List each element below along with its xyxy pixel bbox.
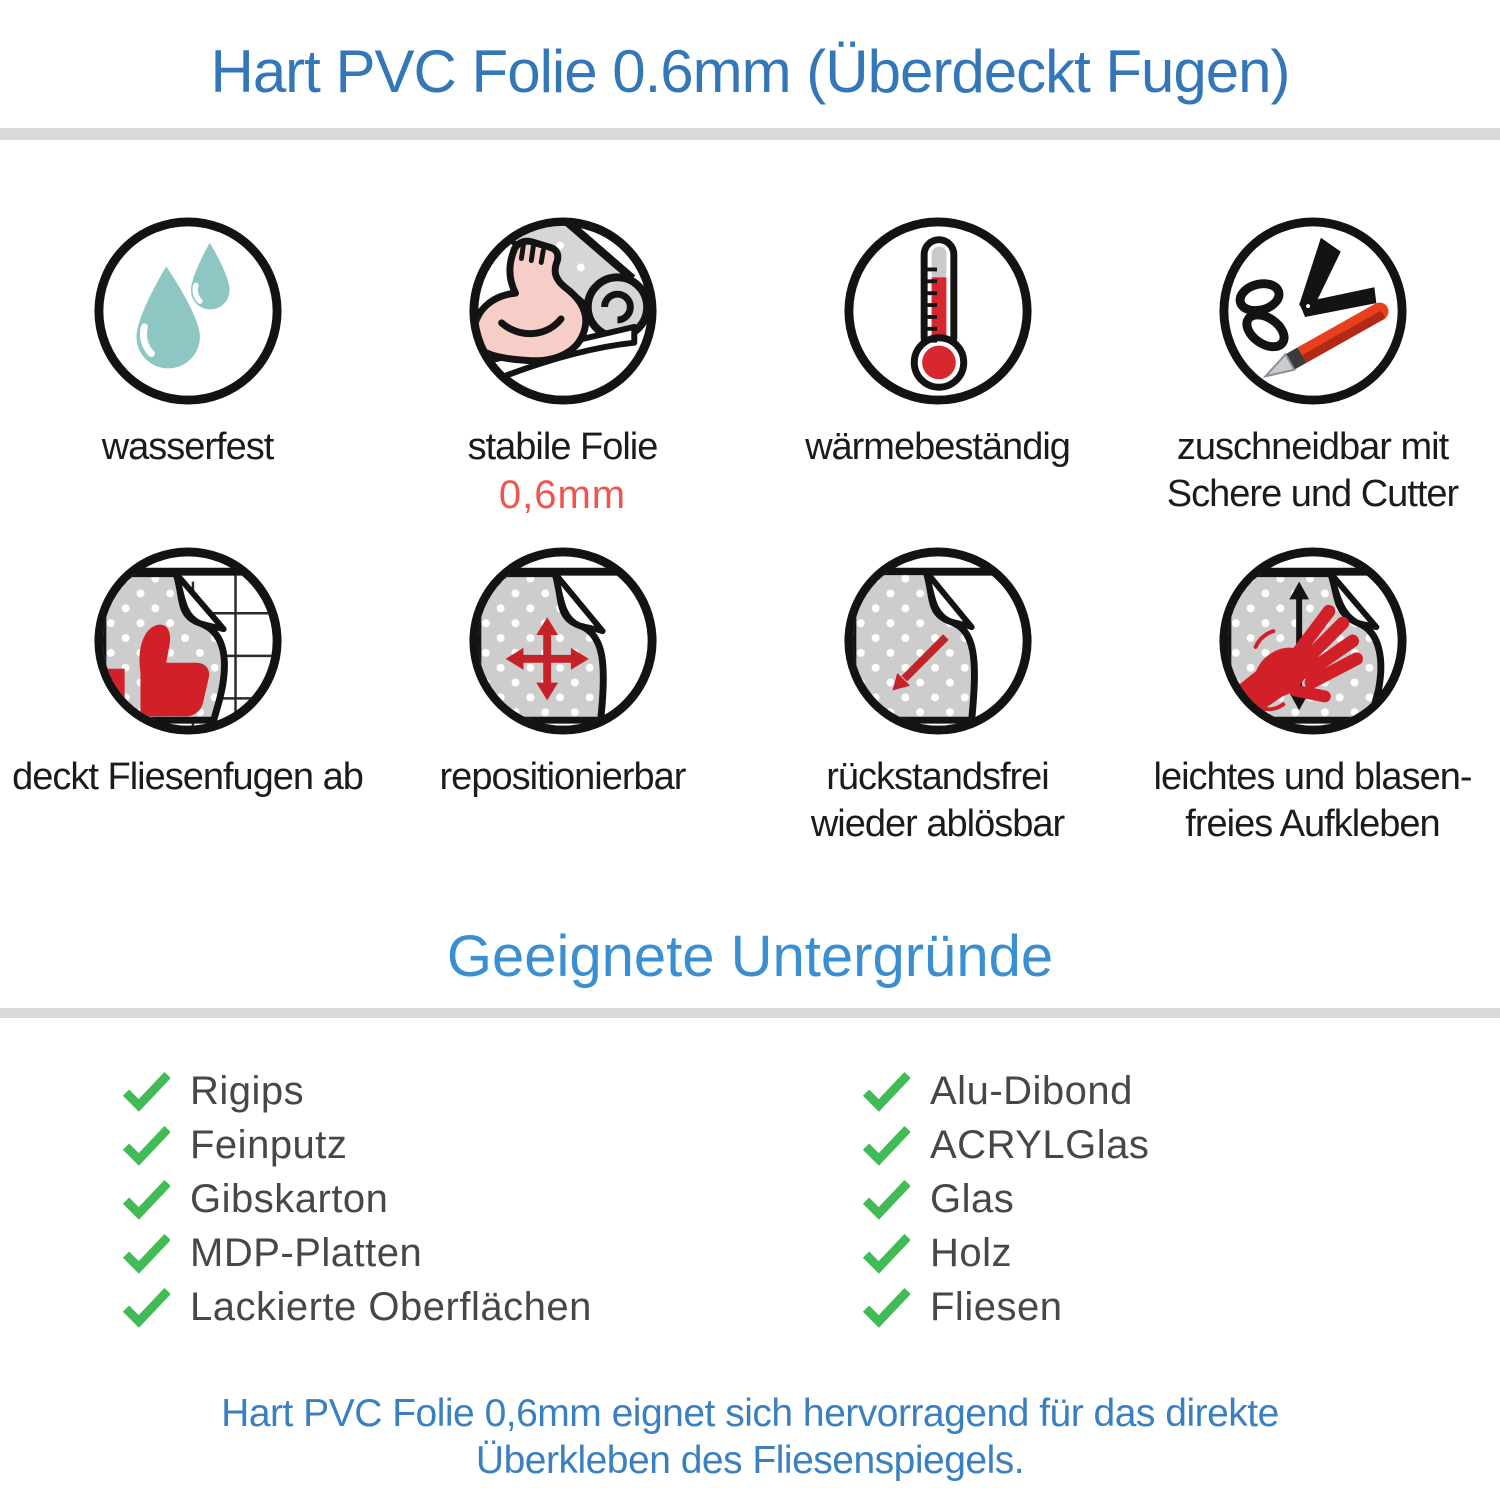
list-item: Rigips bbox=[122, 1064, 592, 1118]
footer-line-1: Hart PVC Folie 0,6mm eignet sich hervorr… bbox=[221, 1392, 1279, 1435]
feature-label: repositionierbar bbox=[439, 756, 687, 798]
feature-stable-foil: stabile Folie 0,6mm bbox=[375, 212, 750, 542]
substrate-label: Rigips bbox=[190, 1068, 305, 1113]
feature-heat-resistant: wärmebeständig bbox=[750, 212, 1125, 542]
thermometer-icon bbox=[843, 217, 1032, 405]
substrate-label: Holz bbox=[930, 1230, 1013, 1275]
feature-covers-tile-joints: deckt Fliesenfugen ab bbox=[0, 542, 375, 872]
checkmark-icon bbox=[122, 1071, 170, 1112]
hand-press-foil-icon bbox=[1218, 547, 1407, 735]
substrate-label: Alu-Dibond bbox=[930, 1068, 1133, 1113]
substrate-label: MDP-Platten bbox=[190, 1230, 423, 1275]
section-title-substrates: Geeignete Untergründe bbox=[446, 924, 1054, 989]
feature-label: wärmebeständig bbox=[805, 426, 1071, 468]
feature-easy-application: leichtes und blasen- freies Aufkleben bbox=[1125, 542, 1500, 872]
checkmark-icon bbox=[862, 1233, 910, 1274]
checkmark-icon bbox=[862, 1287, 910, 1328]
strong-arm-foil-icon bbox=[468, 217, 657, 405]
feature-waterproof: wasserfest bbox=[0, 212, 375, 542]
page-title: Hart PVC Folie 0.6mm (Überdeckt Fugen) bbox=[210, 38, 1290, 105]
feature-label: stabile Folie bbox=[467, 426, 659, 468]
feature-label: deckt Fliesenfugen ab bbox=[12, 756, 364, 798]
feature-residue-free: rückstandsfrei wieder ablösbar bbox=[750, 542, 1125, 872]
list-item: Holz bbox=[862, 1226, 1149, 1280]
checkmark-icon bbox=[122, 1233, 170, 1274]
water-drops-icon bbox=[93, 217, 282, 405]
scissors-cutter-icon bbox=[1218, 217, 1407, 405]
list-item: MDP-Platten bbox=[122, 1226, 592, 1280]
substrate-label: Feinputz bbox=[190, 1122, 348, 1167]
move-arrows-foil-icon bbox=[468, 547, 657, 735]
divider-bar-middle bbox=[0, 1008, 1500, 1018]
substrate-label: Lackierte Oberflächen bbox=[190, 1284, 592, 1329]
list-item: Alu-Dibond bbox=[862, 1064, 1149, 1118]
checkmark-icon bbox=[862, 1179, 910, 1220]
list-item: Fliesen bbox=[862, 1280, 1149, 1334]
substrate-label: Fliesen bbox=[930, 1284, 1063, 1329]
list-item: ACRYLGlas bbox=[862, 1118, 1149, 1172]
checkmark-icon bbox=[122, 1125, 170, 1166]
feature-cuttable: zuschneidbar mit Schere und Cutter bbox=[1125, 212, 1500, 542]
footer-line-2: Überkleben des Fliesenspiegels. bbox=[475, 1439, 1025, 1482]
feature-label: zuschneidbar mit Schere und Cutter bbox=[1166, 426, 1459, 515]
substrates-list-right: Alu-Dibond ACRYLGlas Glas Holz Fliesen bbox=[862, 1064, 1149, 1334]
feature-label: leichtes und blasen- freies Aufkleben bbox=[1153, 756, 1473, 845]
divider-bar-top bbox=[0, 128, 1500, 140]
substrate-label: ACRYLGlas bbox=[930, 1122, 1150, 1167]
list-item: Feinputz bbox=[122, 1118, 592, 1172]
feature-thickness-label: 0,6mm bbox=[498, 473, 627, 517]
feature-grid: wasserfest bbox=[0, 212, 1500, 872]
substrates-list-left: Rigips Feinputz Gibskarton MDP-Platten L… bbox=[122, 1064, 592, 1334]
substrate-label: Gibskarton bbox=[190, 1176, 389, 1221]
substrate-label: Glas bbox=[930, 1176, 1015, 1221]
list-item: Gibskarton bbox=[122, 1172, 592, 1226]
checkmark-icon bbox=[122, 1287, 170, 1328]
list-item: Lackierte Oberflächen bbox=[122, 1280, 592, 1334]
feature-label: rückstandsfrei wieder ablösbar bbox=[810, 756, 1065, 845]
checkmark-icon bbox=[122, 1179, 170, 1220]
thumbs-up-tiles-icon bbox=[93, 547, 282, 735]
checkmark-icon bbox=[862, 1125, 910, 1166]
feature-repositionable: repositionierbar bbox=[375, 542, 750, 872]
footer-note: Hart PVC Folie 0,6mm eignet sich hervorr… bbox=[0, 1390, 1500, 1484]
peel-off-arrow-icon bbox=[843, 547, 1032, 735]
feature-label: wasserfest bbox=[101, 426, 275, 468]
list-item: Glas bbox=[862, 1172, 1149, 1226]
checkmark-icon bbox=[862, 1071, 910, 1112]
